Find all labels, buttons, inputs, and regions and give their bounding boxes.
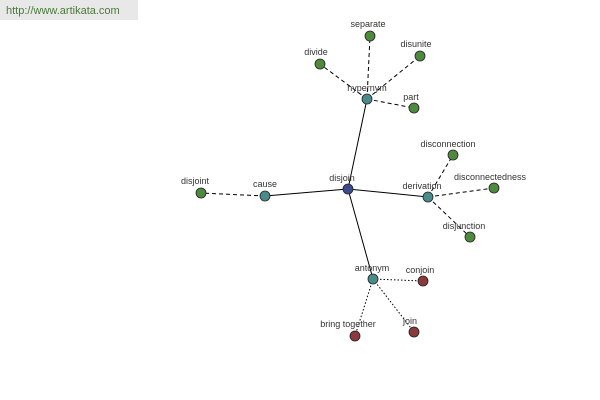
edge <box>427 154 454 198</box>
node-label: disjunction <box>443 221 486 231</box>
node-label: disconnectedness <box>454 172 527 182</box>
node <box>422 191 434 203</box>
node <box>488 182 500 194</box>
node <box>349 330 361 342</box>
node-label: disjoint <box>181 176 210 186</box>
node <box>417 275 429 287</box>
edge <box>366 98 415 109</box>
node-label: disunite <box>400 39 431 49</box>
node <box>314 58 326 70</box>
nodes <box>195 30 500 342</box>
edge <box>200 192 266 197</box>
edge <box>372 278 424 282</box>
edge <box>347 188 429 198</box>
node-label: divide <box>304 47 328 57</box>
node <box>414 50 426 62</box>
node <box>408 102 420 114</box>
node-label: part <box>403 92 419 102</box>
node <box>259 190 271 202</box>
node <box>408 326 420 338</box>
url-box <box>0 0 138 20</box>
node-label: conjoin <box>406 265 435 275</box>
edge <box>366 55 421 100</box>
node <box>367 273 379 285</box>
node <box>195 187 207 199</box>
node-label: disconnection <box>420 139 475 149</box>
node <box>464 231 476 243</box>
edge <box>427 196 471 238</box>
node-label: bring together <box>320 319 376 329</box>
node <box>364 30 376 42</box>
url: http://www.artikata.com <box>6 5 120 17</box>
labels: disjoin hypernym cause derivation antony… <box>181 19 527 329</box>
edge <box>366 35 371 100</box>
node-label: join <box>402 316 417 326</box>
node <box>342 183 354 195</box>
edge <box>347 188 374 280</box>
edge <box>347 98 368 190</box>
edge <box>264 188 349 197</box>
node-label: cause <box>253 179 277 189</box>
edge <box>319 63 368 100</box>
node <box>447 149 459 161</box>
node-label: disjoin <box>329 173 355 183</box>
node-label: antonym <box>355 263 390 273</box>
node <box>361 93 373 105</box>
edges <box>200 35 495 337</box>
edge <box>354 278 374 337</box>
node-label: separate <box>350 19 385 29</box>
node-label: derivation <box>402 181 441 191</box>
node-label: hypernym <box>347 83 387 93</box>
edge <box>372 278 415 333</box>
